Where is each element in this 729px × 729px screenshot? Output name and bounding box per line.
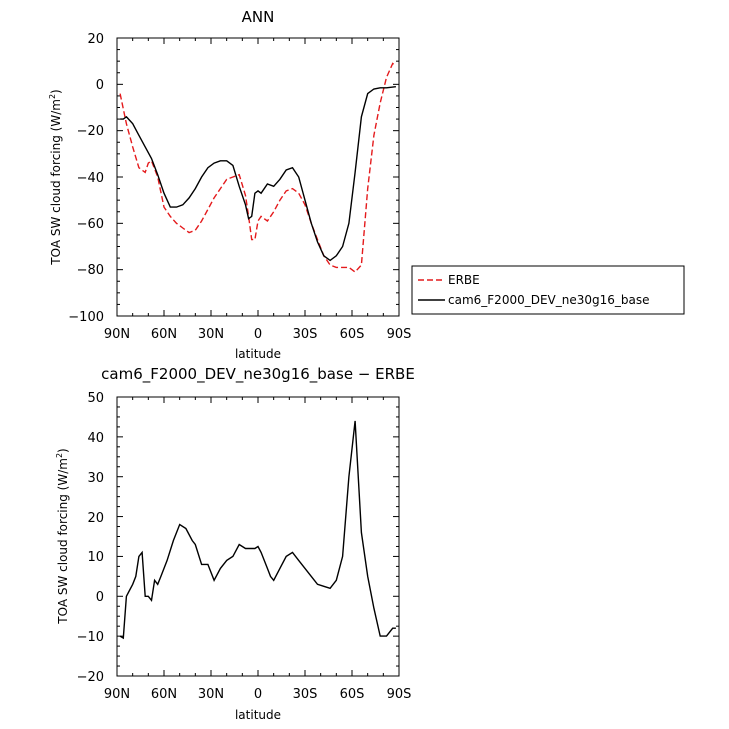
bottom-y-axis-label-close: ) bbox=[56, 448, 70, 453]
top-series-group bbox=[119, 62, 397, 273]
series-line-erbe bbox=[119, 62, 397, 273]
bottom-x-tick-label: 0 bbox=[254, 687, 262, 702]
bottom-y-tick-labels: 50 40 30 20 10 0 −10 −20 bbox=[77, 391, 104, 685]
top-y-axis-label-text: TOA SW cloud forcing (W/m bbox=[49, 99, 63, 266]
bottom-y-axis-label-text: TOA SW cloud forcing (W/m bbox=[56, 458, 70, 625]
bottom-y-tick-label: 10 bbox=[87, 550, 104, 565]
bottom-x-tick-label: 60N bbox=[151, 687, 177, 702]
bottom-chart-title: cam6_F2000_DEV_ne30g16_base − ERBE bbox=[101, 365, 415, 384]
bottom-y-axis-label: TOA SW cloud forcing (W/m2) bbox=[55, 448, 70, 624]
top-x-axis-label: latitude bbox=[235, 347, 281, 361]
top-plot-frame bbox=[116, 37, 400, 317]
top-y-axis-label: TOA SW cloud forcing (W/m2) bbox=[48, 89, 63, 265]
top-x-tick-label: 30S bbox=[293, 327, 318, 342]
bottom-x-tick-labels: 90N 60N 30N 0 30S 60S 90S bbox=[104, 687, 412, 702]
top-y-tick-label: −80 bbox=[77, 263, 104, 278]
top-y-ticks bbox=[117, 37, 399, 317]
bottom-chart: cam6_F2000_DEV_ne30g16_base − ERBE 50 40… bbox=[55, 365, 415, 722]
top-y-axis-label-close: ) bbox=[49, 89, 63, 94]
bottom-y-tick-label: 30 bbox=[87, 471, 104, 486]
bottom-x-tick-label: 60S bbox=[340, 687, 365, 702]
top-chart-title: ANN bbox=[242, 8, 275, 26]
legend-box bbox=[411, 265, 685, 315]
bottom-series-group bbox=[119, 420, 396, 640]
legend-label-erbe: ERBE bbox=[448, 273, 480, 287]
top-x-tick-label: 60N bbox=[151, 327, 177, 342]
top-x-tick-label: 30N bbox=[198, 327, 224, 342]
top-y-axis-label-sup: 2 bbox=[48, 94, 57, 99]
top-chart: ANN 20 0 −20 −40 −60 −80 −100 90N 60N 30… bbox=[48, 8, 685, 361]
top-y-tick-label: −60 bbox=[77, 217, 104, 232]
top-y-tick-label: −100 bbox=[68, 310, 104, 325]
bottom-x-axis-label: latitude bbox=[235, 708, 281, 722]
bottom-y-axis-label-sup: 2 bbox=[55, 453, 64, 458]
top-y-tick-label: 0 bbox=[96, 78, 104, 93]
top-x-tick-label: 0 bbox=[254, 327, 262, 342]
top-x-tick-label: 90N bbox=[104, 327, 130, 342]
bottom-y-tick-label: 20 bbox=[87, 511, 104, 526]
legend-label-model: cam6_F2000_DEV_ne30g16_base bbox=[448, 293, 650, 307]
top-y-tick-label: −40 bbox=[77, 171, 104, 186]
bottom-y-ticks bbox=[117, 396, 399, 677]
bottom-x-tick-label: 90S bbox=[387, 687, 412, 702]
bottom-y-tick-label: 40 bbox=[87, 431, 104, 446]
bottom-x-tick-label: 30S bbox=[293, 687, 318, 702]
top-x-tick-label: 60S bbox=[340, 327, 365, 342]
top-y-tick-label: −20 bbox=[77, 124, 104, 139]
series-line-model bbox=[120, 86, 396, 262]
bottom-x-tick-label: 30N bbox=[198, 687, 224, 702]
top-x-ticks bbox=[116, 38, 400, 316]
bottom-x-tick-label: 90N bbox=[104, 687, 130, 702]
top-y-tick-label: 20 bbox=[87, 32, 104, 47]
top-x-tick-labels: 90N 60N 30N 0 30S 60S 90S bbox=[104, 327, 412, 342]
bottom-y-tick-label: −20 bbox=[77, 670, 104, 685]
bottom-y-tick-label: 0 bbox=[96, 590, 104, 605]
top-y-tick-labels: 20 0 −20 −40 −60 −80 −100 bbox=[68, 32, 104, 325]
top-x-tick-label: 90S bbox=[387, 327, 412, 342]
series-line-difference bbox=[119, 420, 396, 640]
bottom-y-tick-label: 50 bbox=[87, 391, 104, 406]
bottom-x-ticks bbox=[116, 397, 400, 676]
bottom-y-tick-label: −10 bbox=[77, 630, 104, 645]
legend: ERBE cam6_F2000_DEV_ne30g16_base bbox=[411, 265, 685, 315]
